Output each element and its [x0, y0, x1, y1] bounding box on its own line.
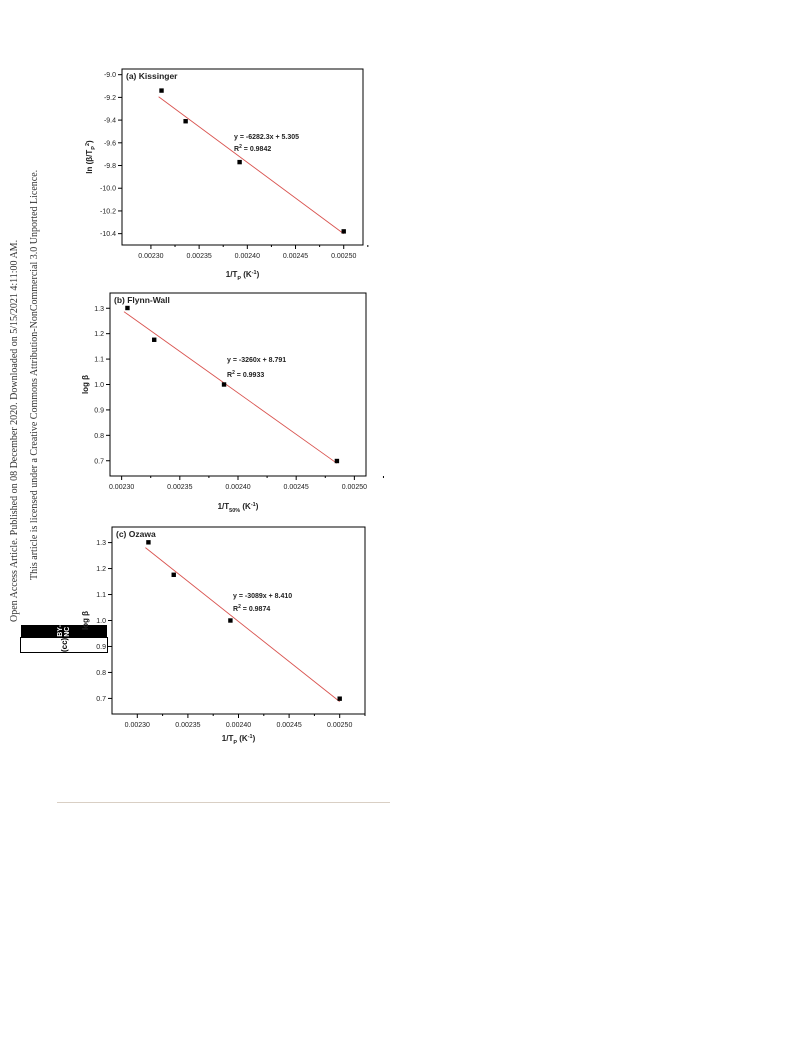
- x-tick-label: 0.00245: [284, 484, 309, 491]
- data-point: [171, 572, 176, 577]
- y-tick-label: 1.1: [94, 357, 104, 364]
- fit-equation: y = -6282.3x + 5.305: [234, 134, 299, 141]
- y-tick-label: 0.9: [94, 407, 104, 414]
- x-tick-label: 0.00250: [327, 722, 352, 729]
- y-axis-title: ln (β/TP2): [85, 140, 97, 174]
- plot-frame: [111, 526, 366, 715]
- fit-line: [158, 96, 344, 235]
- x-tick-label: 0.00235: [175, 722, 200, 729]
- plot-frame: [109, 292, 367, 477]
- y-tick-label: 1.3: [94, 306, 104, 313]
- y-tick-label: -9.0: [104, 72, 116, 79]
- x-tick-label: 0.00230: [138, 253, 163, 260]
- y-tick-label: 1.0: [94, 382, 104, 389]
- data-point: [334, 458, 340, 464]
- fit-line: [145, 547, 340, 703]
- y-tick-label: 0.7: [96, 696, 106, 703]
- y-tick-label: 0.7: [94, 458, 104, 465]
- y-tick-label: -9.4: [104, 118, 116, 125]
- x-tick-label: 0.00235: [186, 253, 211, 260]
- fit-equation: y = -3089x + 8.410: [233, 593, 292, 600]
- y-tick-label: -9.6: [104, 140, 116, 147]
- x-tick-label: 0.00230: [125, 722, 150, 729]
- y-tick-label: 1.3: [96, 540, 106, 547]
- panel-title: (a) Kissinger: [126, 71, 178, 81]
- y-tick-label: -9.8: [104, 163, 116, 170]
- y-axis-title: log β: [81, 375, 90, 394]
- y-tick-label: 1.2: [94, 331, 104, 338]
- data-point: [221, 382, 227, 387]
- y-tick-label: -9.2: [104, 95, 116, 102]
- x-tick-label: 0.00245: [283, 253, 308, 260]
- data-point: [237, 159, 242, 165]
- chart-panel-3: 0.00230 0.00235 0.00240 0.00245 0.00250 0.7 0.…: [81, 526, 366, 746]
- y-tick-label: 1.0: [96, 618, 106, 625]
- y-tick-label: -10.2: [100, 208, 116, 215]
- r-squared: R2 = 0.9874: [233, 604, 270, 613]
- panel-title: (b) Flynn-Wall: [114, 295, 170, 305]
- y-tick-label: -10.0: [100, 186, 116, 193]
- section-divider: [57, 802, 390, 803]
- data-point: [125, 305, 130, 311]
- y-tick-label: 0.9: [96, 644, 106, 651]
- x-tick-label: 0.00235: [167, 484, 192, 491]
- data-point: [341, 229, 346, 234]
- y-tick-label: 1.2: [96, 566, 106, 573]
- y-tick-label: 0.8: [96, 670, 106, 677]
- x-axis-title: 1/T50% (K-1): [218, 502, 259, 514]
- x-tick-label: 0.00240: [226, 722, 251, 729]
- x-tick-label: 0.00230: [109, 484, 134, 491]
- fit-equation: y = -3260x + 8.791: [227, 357, 286, 364]
- y-tick-label: 1.1: [96, 592, 106, 599]
- x-tick-label: 0.00240: [225, 484, 250, 491]
- y-axis-title: log β: [81, 611, 90, 630]
- data-point: [228, 618, 233, 623]
- data-point: [183, 119, 188, 124]
- x-axis-title: 1/TP (K-1): [222, 734, 256, 746]
- data-point: [337, 696, 342, 701]
- data-point: [159, 88, 164, 93]
- x-tick-label: 0.00250: [331, 253, 356, 260]
- y-tick-label: 0.8: [94, 433, 104, 440]
- r-squared: R2 = 0.9933: [227, 370, 264, 379]
- panel-title: (c) Ozawa: [116, 529, 156, 539]
- r-squared: R2 = 0.9842: [234, 144, 271, 153]
- x-axis-title: 1/TP (K-1): [226, 270, 260, 282]
- y-tick-label: -10.4: [100, 231, 116, 238]
- data-point: [146, 540, 151, 545]
- chart-panel-1: 0.00230 0.00235 0.00240 0.00245 0.00250 -9.0 -…: [85, 68, 369, 282]
- x-tick-label: 0.00245: [276, 722, 301, 729]
- fit-line: [123, 311, 338, 464]
- x-tick-label: 0.00240: [235, 253, 260, 260]
- x-tick-label: 0.00250: [342, 484, 367, 491]
- chart-panel-2: 0.00230 0.00235 0.00240 0.00245 0.00250 0.7 0.…: [81, 292, 384, 514]
- data-point: [152, 337, 157, 342]
- plot-frame: [121, 68, 364, 246]
